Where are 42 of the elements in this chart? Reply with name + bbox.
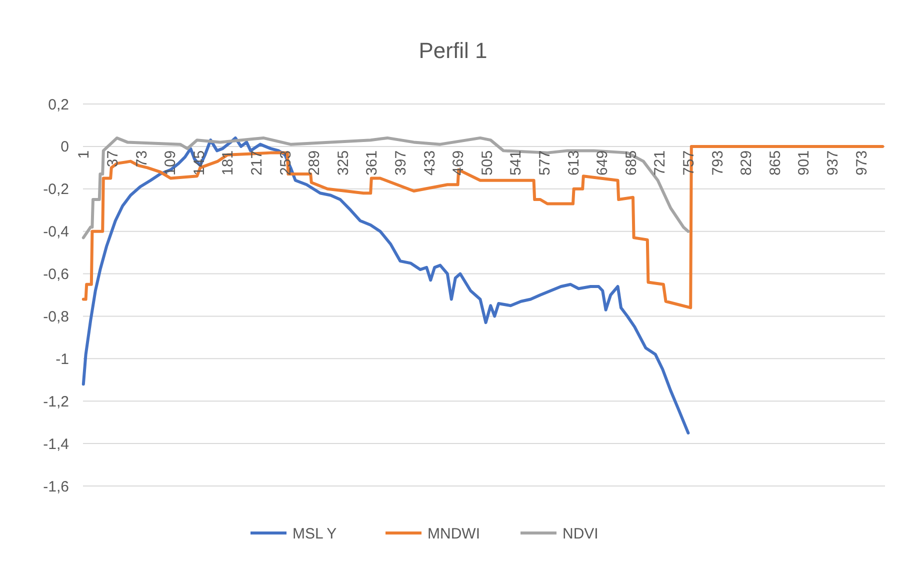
y-tick-label: -0,6 — [43, 266, 69, 284]
y-tick-label: 0,2 — [48, 96, 69, 114]
x-tick-label: 865 — [766, 150, 784, 176]
y-tick-label: -1,2 — [43, 393, 69, 410]
legend-label: MNDWI — [428, 525, 480, 542]
x-tick-label: 577 — [536, 150, 554, 176]
x-tick-label: 649 — [594, 150, 612, 176]
x-tick-label: 217 — [248, 150, 266, 176]
x-tick-label: 109 — [162, 150, 180, 176]
legend-label: NDVI — [562, 525, 598, 542]
legend-label: MSL Y — [292, 525, 337, 542]
x-tick-label: 397 — [392, 150, 410, 176]
x-tick-label: 145 — [190, 150, 208, 176]
x-tick-label: 973 — [853, 150, 870, 176]
x-tick-label: 253 — [277, 150, 294, 176]
y-tick-label: -0,4 — [43, 224, 69, 241]
x-tick-label: 505 — [478, 150, 496, 176]
x-tick-label: 541 — [508, 150, 525, 176]
y-tick-label: -0,8 — [43, 308, 69, 326]
y-tick-label: -1 — [56, 350, 69, 368]
x-tick-label: 37 — [104, 150, 122, 168]
x-tick-label: 325 — [334, 150, 352, 176]
x-tick-label: 757 — [680, 150, 698, 176]
x-tick-label: 289 — [306, 150, 324, 176]
x-tick-label: 793 — [709, 150, 726, 176]
x-tick-label: 73 — [133, 150, 150, 168]
x-tick-label: 361 — [364, 150, 381, 176]
x-tick-label: 901 — [796, 150, 813, 176]
x-tick-label: 613 — [565, 150, 582, 176]
y-tick-label: -1,4 — [43, 436, 69, 453]
x-tick-label: 433 — [421, 150, 438, 176]
y-tick-label: -0,2 — [43, 181, 69, 198]
x-tick-label: 721 — [652, 150, 669, 176]
x-tick-label: 829 — [738, 150, 756, 176]
x-tick-label: 181 — [220, 150, 237, 176]
x-tick-label: 1 — [76, 150, 93, 159]
x-tick-label: 469 — [450, 150, 468, 176]
chart-title: Perfil 1 — [418, 38, 488, 63]
y-tick-label: 0 — [60, 138, 69, 156]
x-tick-label: 937 — [824, 150, 842, 176]
y-tick-label: -1,6 — [43, 478, 69, 496]
x-tick-label: 685 — [622, 150, 640, 176]
